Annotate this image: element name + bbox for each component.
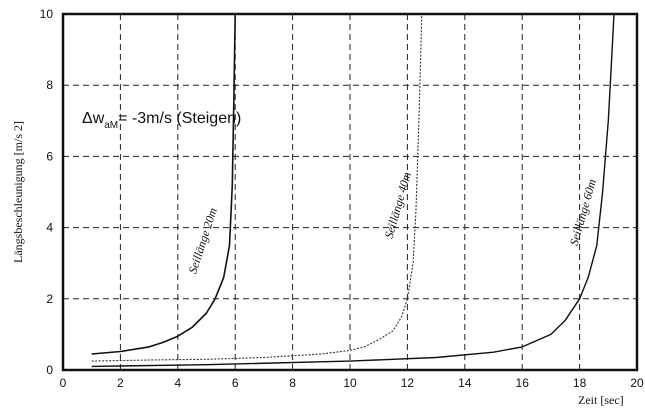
grid-lines [63, 14, 637, 370]
series-labels: Seillänge 20m Seillänge 40m Seillänge 60m [185, 170, 599, 275]
x-tick-label: 12 [401, 376, 415, 390]
series-label: Seillänge 20m [185, 206, 220, 276]
series-label: Seillänge 40m [382, 170, 414, 240]
y-tick-labels: 0 2 4 6 8 10 [40, 7, 54, 377]
x-tick-label: 18 [573, 376, 587, 390]
series-lines [91, 13, 615, 368]
y-tick-label: 10 [40, 7, 54, 21]
x-tick-label: 2 [117, 376, 124, 390]
annotation-text: ΔwaM= -3m/s (Steigen) [82, 110, 241, 131]
y-tick-label: 8 [46, 78, 53, 92]
y-tick-label: 6 [46, 149, 53, 163]
plot-frame [61, 12, 639, 372]
x-tick-label: 4 [174, 376, 181, 390]
x-tick-label: 0 [60, 376, 67, 390]
x-tick-label: 20 [630, 376, 644, 390]
x-axis-label: Zeit [sec] [578, 393, 624, 407]
series-line [91, 13, 615, 368]
annotation-rest: = -3m/s (Steigen) [118, 110, 241, 127]
x-tick-label: 8 [289, 376, 296, 390]
x-tick-label: 10 [343, 376, 357, 390]
annotation-subscript: aM [104, 120, 118, 131]
y-tick-label: 0 [46, 363, 53, 377]
y-axis-label: Längsbeschleunigung [m/s 2] [11, 121, 25, 263]
x-tick-label: 6 [232, 376, 239, 390]
series-line [91, 13, 423, 362]
series-line [91, 13, 236, 355]
x-tick-labels: 0 2 4 6 8 10 12 14 16 18 20 [60, 376, 644, 390]
y-tick-label: 4 [46, 221, 53, 235]
annotation-delta: Δw [82, 110, 105, 127]
y-tick-label: 2 [46, 292, 53, 306]
x-tick-label: 16 [516, 376, 530, 390]
x-tick-label: 14 [458, 376, 472, 390]
series-label: Seillänge 60m [567, 177, 599, 247]
